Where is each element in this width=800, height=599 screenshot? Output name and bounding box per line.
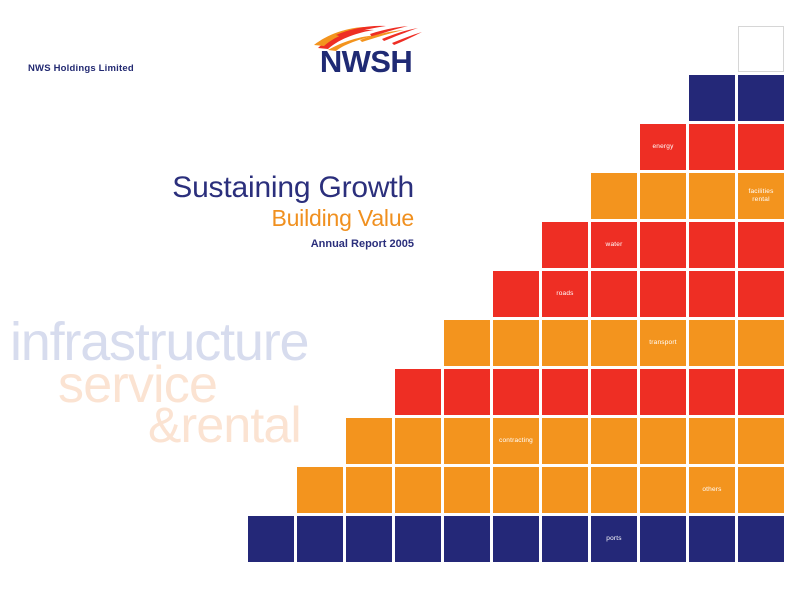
mosaic-cell [738,26,784,72]
mosaic-cell [346,516,392,562]
mosaic-cell [444,369,490,415]
mosaic-cell-transport: transport [640,320,686,366]
mosaic-cell [542,467,588,513]
mosaic-cell-ports: ports [591,516,637,562]
mosaic-cell [542,418,588,464]
mosaic-cell [689,320,735,366]
mosaic-cell [591,467,637,513]
mosaic-cell [640,369,686,415]
mosaic-cell-label: transport [649,338,677,346]
mosaic-cell [689,124,735,170]
mosaic-cell [689,271,735,317]
mosaic-cell [346,418,392,464]
mosaic-cell-others: others [689,467,735,513]
mosaic-cell [444,467,490,513]
mosaic-cell-energy: energy [640,124,686,170]
mosaic-cell [248,516,294,562]
mosaic-cell [689,516,735,562]
nwsh-swoosh-icon [314,25,422,51]
mosaic-cell [297,467,343,513]
mosaic-cell [591,271,637,317]
title-block: Sustaining Growth Building Value Annual … [0,171,414,250]
mosaic-cell [395,516,441,562]
nwsh-logo: NWSH [306,24,426,80]
mosaic-cell-label: others [702,485,722,493]
page-title: Sustaining Growth [172,171,414,204]
logo-wordmark: NWSH [319,44,413,79]
mosaic-cell [738,418,784,464]
mosaic-cell [640,222,686,268]
mosaic-cell [444,516,490,562]
mosaic-cell [689,222,735,268]
mosaic-cell [297,516,343,562]
mosaic-cell-facilities-rental: facilities rental [738,173,784,219]
mosaic-cell [689,173,735,219]
mosaic-grid: energy facilities rental water roads transpo… [248,26,784,562]
mosaic-cell [444,320,490,366]
mosaic-cell [493,320,539,366]
mosaic-cell [591,369,637,415]
mosaic-cell [542,516,588,562]
mosaic-cell-contracting: contracting [493,418,539,464]
mosaic-cell [346,467,392,513]
company-name: NWS Holdings Limited [28,63,134,74]
mosaic-cell [542,222,588,268]
mosaic-cell [444,418,490,464]
mosaic-cell [689,418,735,464]
mosaic-cell-label: facilities rental [748,187,774,203]
mosaic-cell [738,467,784,513]
mosaic-cell [738,320,784,366]
mosaic-cell [738,124,784,170]
mosaic-cell [640,418,686,464]
mosaic-cell [591,320,637,366]
mosaic-cell [689,369,735,415]
mosaic-cell [542,369,588,415]
mosaic-cell [640,516,686,562]
mosaic-cell [591,173,637,219]
mosaic-cell-roads: roads [542,271,588,317]
mosaic-cell [738,516,784,562]
mosaic-cell [640,173,686,219]
mosaic-cell [738,369,784,415]
mosaic-cell [689,75,735,121]
mosaic-cell [395,467,441,513]
mosaic-cell [640,467,686,513]
mosaic-cell [395,369,441,415]
mosaic-cell-label: energy [652,142,674,150]
mosaic-cell [738,222,784,268]
mosaic-cell [542,320,588,366]
mosaic-cell-water: water [591,222,637,268]
mosaic-cell-label: water [605,240,623,248]
mosaic-cell [738,75,784,121]
report-label: Annual Report 2005 [310,237,414,250]
mosaic-cell [640,271,686,317]
mosaic-cell [395,418,441,464]
page-subtitle: Building Value [271,205,414,232]
mosaic-cell [591,418,637,464]
mosaic-cell-label: ports [606,534,622,542]
mosaic-cell [493,467,539,513]
mosaic-cell [493,369,539,415]
mosaic-cell [493,516,539,562]
mosaic-cell [493,271,539,317]
mosaic-cell [738,271,784,317]
mosaic-cell-label: roads [556,289,574,297]
mosaic-cell-label: contracting [499,436,533,444]
